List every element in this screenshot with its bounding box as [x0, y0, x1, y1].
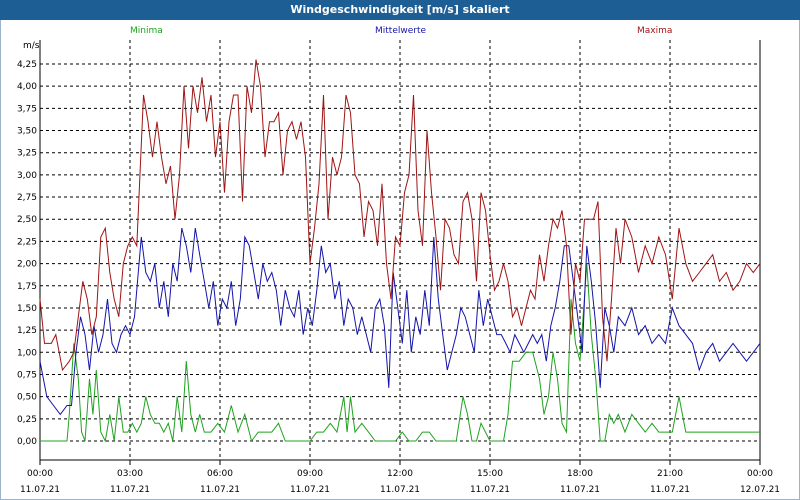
legend-mittelwerte: Mittelwerte: [375, 26, 426, 36]
x-tick-labels: 00:00 11.07.21 03:00 11.07.21 06:00 11.07.21 0…: [20, 469, 780, 495]
y-tick-label: 4,00: [17, 82, 37, 92]
chart-title-bar: Windgeschwindigkeit [m/s] skaliert: [0, 0, 800, 20]
y-tick-labels: 0,00 0,25 0,50 0,75 1,00 1,25 1,50 1,75 2,00 2,25…: [17, 60, 37, 447]
y-tick-label: 1,75: [17, 282, 37, 292]
y-tick-label: 3,75: [17, 104, 37, 114]
y-tick-label: 0,50: [17, 393, 37, 403]
x-tick-date: 11.07.21: [290, 485, 330, 495]
y-tick-label: 0,75: [17, 370, 37, 380]
x-tick-time: 18:00: [567, 469, 593, 479]
x-tick-date: 11.07.21: [380, 485, 420, 495]
y-tick-label: 1,25: [17, 326, 37, 336]
legend-maxima: Maxima: [637, 26, 672, 36]
chart-title: Windgeschwindigkeit [m/s] skaliert: [290, 3, 510, 16]
y-tick-label: 0,00: [17, 437, 37, 447]
x-tick-time: 21:00: [657, 469, 683, 479]
x-tick-date: 11.07.21: [560, 485, 600, 495]
x-tick-time: 03:00: [117, 469, 143, 479]
y-tick-label: 2,25: [17, 237, 37, 247]
grid-lines: [39, 40, 761, 465]
y-axis-unit-label: m/s: [23, 41, 40, 51]
x-tick-date: 11.07.21: [20, 485, 60, 495]
y-tick-label: 3,00: [17, 171, 37, 181]
x-tick-time: 12:00: [387, 469, 413, 479]
x-tick-date: 11.07.21: [470, 485, 510, 495]
series-line-maxima: [39, 59, 761, 372]
x-tick-time: 15:00: [477, 469, 503, 479]
y-tick-label: 3,25: [17, 149, 37, 159]
y-tick-label: 1,50: [17, 304, 37, 314]
y-tick-label: 2,75: [17, 193, 37, 203]
x-tick-time: 00:00: [27, 469, 53, 479]
x-tick-time: 00:00: [747, 469, 773, 479]
y-tick-label: 2,50: [17, 215, 37, 225]
x-tick-date: 11.07.21: [650, 485, 690, 495]
x-tick-date: 11.07.21: [110, 485, 150, 495]
series-lines: [39, 59, 761, 443]
series-line-minima: [40, 263, 760, 443]
x-tick-time: 09:00: [297, 469, 323, 479]
y-tick-label: 1,00: [17, 348, 37, 358]
y-tick-label: 3,50: [17, 127, 37, 137]
series-line-mittelwerte: [39, 227, 761, 416]
y-tick-label: 4,25: [17, 60, 37, 70]
x-tick-date: 12.07.21: [740, 485, 780, 495]
y-tick-label: 2,00: [17, 260, 37, 270]
x-tick-time: 06:00: [207, 469, 233, 479]
x-tick-date: 11.07.21: [200, 485, 240, 495]
y-tick-label: 0,25: [17, 415, 37, 425]
legend-minima: Minima: [130, 26, 163, 36]
